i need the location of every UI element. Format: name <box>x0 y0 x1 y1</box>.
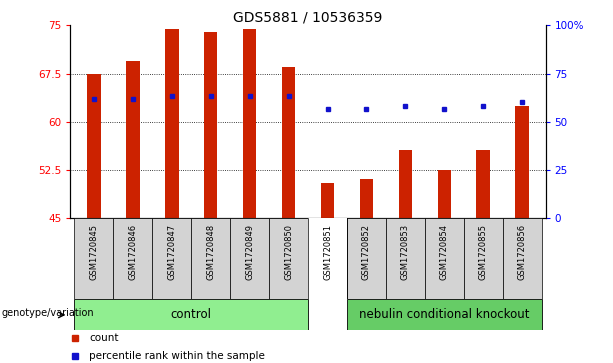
Text: GSM1720856: GSM1720856 <box>518 224 527 281</box>
Text: GSM1720852: GSM1720852 <box>362 224 371 280</box>
Bar <box>308 218 347 299</box>
Bar <box>243 29 256 218</box>
Bar <box>269 218 308 299</box>
Text: GSM1720854: GSM1720854 <box>440 224 449 280</box>
Text: GSM1720847: GSM1720847 <box>167 224 177 281</box>
Text: GSM1720853: GSM1720853 <box>401 224 410 281</box>
Bar <box>126 61 140 218</box>
Title: GDS5881 / 10536359: GDS5881 / 10536359 <box>234 10 383 24</box>
Bar <box>321 183 334 218</box>
Text: GSM1720848: GSM1720848 <box>206 224 215 281</box>
Text: count: count <box>89 334 119 343</box>
Bar <box>425 218 464 299</box>
Text: nebulin conditional knockout: nebulin conditional knockout <box>359 309 530 321</box>
Bar <box>74 218 113 299</box>
Bar <box>386 218 425 299</box>
Bar <box>152 218 191 299</box>
Bar <box>438 170 451 218</box>
Bar <box>87 73 101 218</box>
Bar <box>282 67 295 218</box>
Bar <box>516 106 529 218</box>
Text: GSM1720849: GSM1720849 <box>245 224 254 280</box>
Text: GSM1720850: GSM1720850 <box>284 224 293 280</box>
Bar <box>503 218 542 299</box>
Text: genotype/variation: genotype/variation <box>1 308 94 318</box>
Bar <box>113 218 152 299</box>
Bar <box>308 218 347 299</box>
Bar <box>204 32 218 218</box>
Text: GSM1720846: GSM1720846 <box>128 224 137 281</box>
Bar <box>74 299 308 330</box>
Bar <box>476 150 490 218</box>
Bar <box>360 179 373 218</box>
Text: GSM1720855: GSM1720855 <box>479 224 488 280</box>
Bar <box>347 218 386 299</box>
Bar <box>230 218 269 299</box>
Text: GSM1720851: GSM1720851 <box>323 224 332 280</box>
Bar <box>191 218 230 299</box>
Bar <box>347 299 542 330</box>
Text: percentile rank within the sample: percentile rank within the sample <box>89 351 265 362</box>
Text: control: control <box>170 309 211 321</box>
Bar <box>165 29 178 218</box>
Bar <box>398 150 412 218</box>
Bar <box>464 218 503 299</box>
Text: GSM1720845: GSM1720845 <box>89 224 98 280</box>
